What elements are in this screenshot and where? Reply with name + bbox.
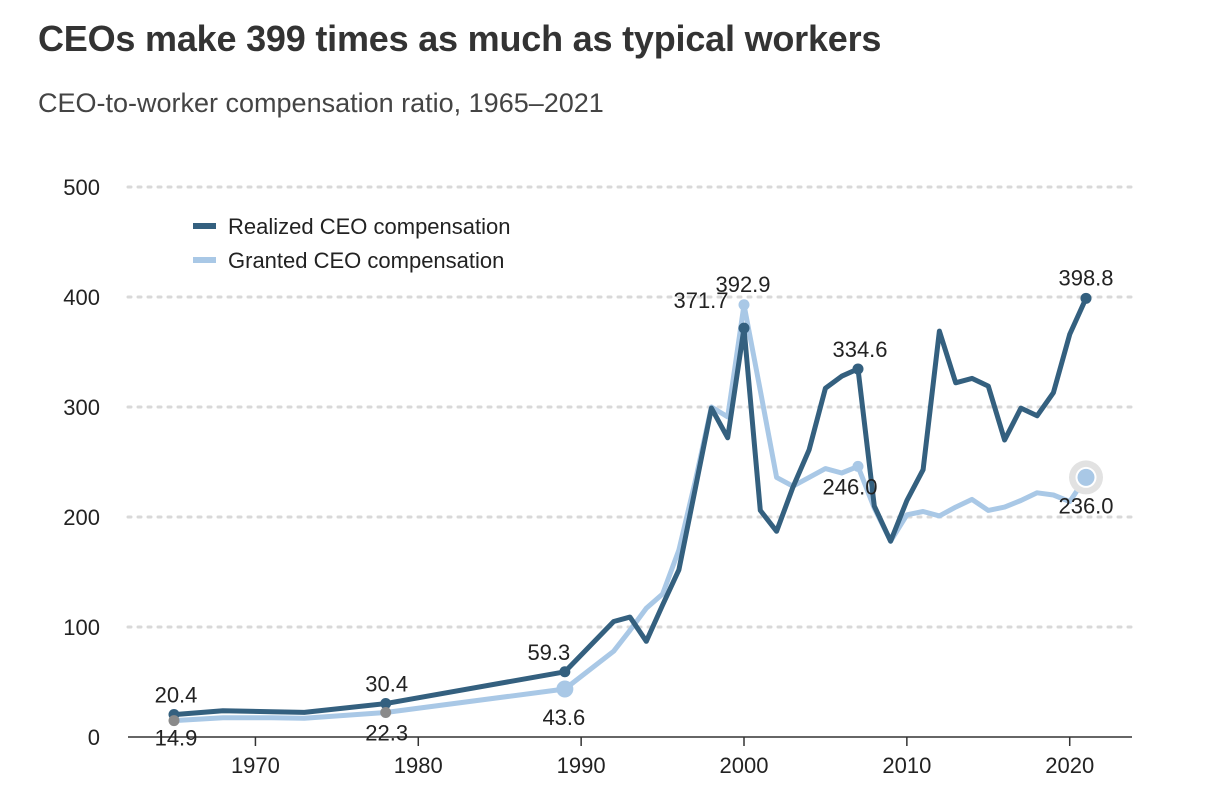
data-label-2007-realized: 334.6 [832,337,887,362]
x-tick-label-1970: 1970 [231,753,280,778]
data-label-2000-granted: 392.9 [715,272,770,297]
point-marker-2007-0 [852,363,864,375]
point-marker-1965-1 [168,715,180,727]
point-marker-2021-1 [1077,468,1095,486]
point-marker-1989-1 [556,680,574,698]
legend-label-0: Realized CEO compensation [228,214,510,239]
series-line-granted [171,302,1089,724]
x-tick-label-2020: 2020 [1045,753,1094,778]
data-label-2000-realized: 371.7 [673,288,728,313]
x-tick-label-2010: 2010 [882,753,931,778]
y-tick-label-300: 300 [63,395,100,420]
legend: Realized CEO compensation Granted CEO com… [193,214,510,273]
chart-subtitle: CEO-to-worker compensation ratio, 1965–2… [38,88,604,118]
chart-title: CEOs make 399 times as much as typical w… [38,18,882,59]
point-marker-1978-1 [380,706,392,718]
data-label-2021-realized: 398.8 [1058,265,1113,290]
x-tick-label-2000: 2000 [720,753,769,778]
point-marker-1978-0 [380,698,392,710]
data-label-1989-realized: 59.3 [527,640,570,665]
point-marker-1989-0 [559,666,571,678]
data-label-1978-realized: 30.4 [365,672,408,697]
point-markers [168,292,1103,727]
series-line-realized [171,295,1089,718]
y-tick-label-400: 400 [63,285,100,310]
axes: 0 100 200 300 400 500 1970 1980 1990 2000 2010 2020 [63,175,1132,778]
legend-label-1: Granted CEO compensation [228,248,504,273]
x-tick-label-1990: 1990 [557,753,606,778]
data-label-2007-granted: 246.0 [822,474,877,499]
point-marker-2007-1 [852,460,864,472]
y-tick-label-500: 500 [63,175,100,200]
point-marker-2000-1 [738,299,750,311]
data-label-1978-granted: 22.3 [365,720,408,745]
point-marker-2021-0 [1080,292,1092,304]
x-tick-label-1980: 1980 [394,753,443,778]
y-tick-label-0: 0 [88,725,100,750]
y-tick-label-200: 200 [63,505,100,530]
data-label-2021-granted: 236.0 [1058,493,1113,518]
y-tick-label-100: 100 [63,615,100,640]
data-label-1965-granted: 14.9 [155,726,198,751]
data-label-1965-realized: 20.4 [155,683,198,708]
series-lines [171,295,1089,724]
point-marker-2000-0 [738,322,750,334]
data-label-1989-granted: 43.6 [542,705,585,730]
